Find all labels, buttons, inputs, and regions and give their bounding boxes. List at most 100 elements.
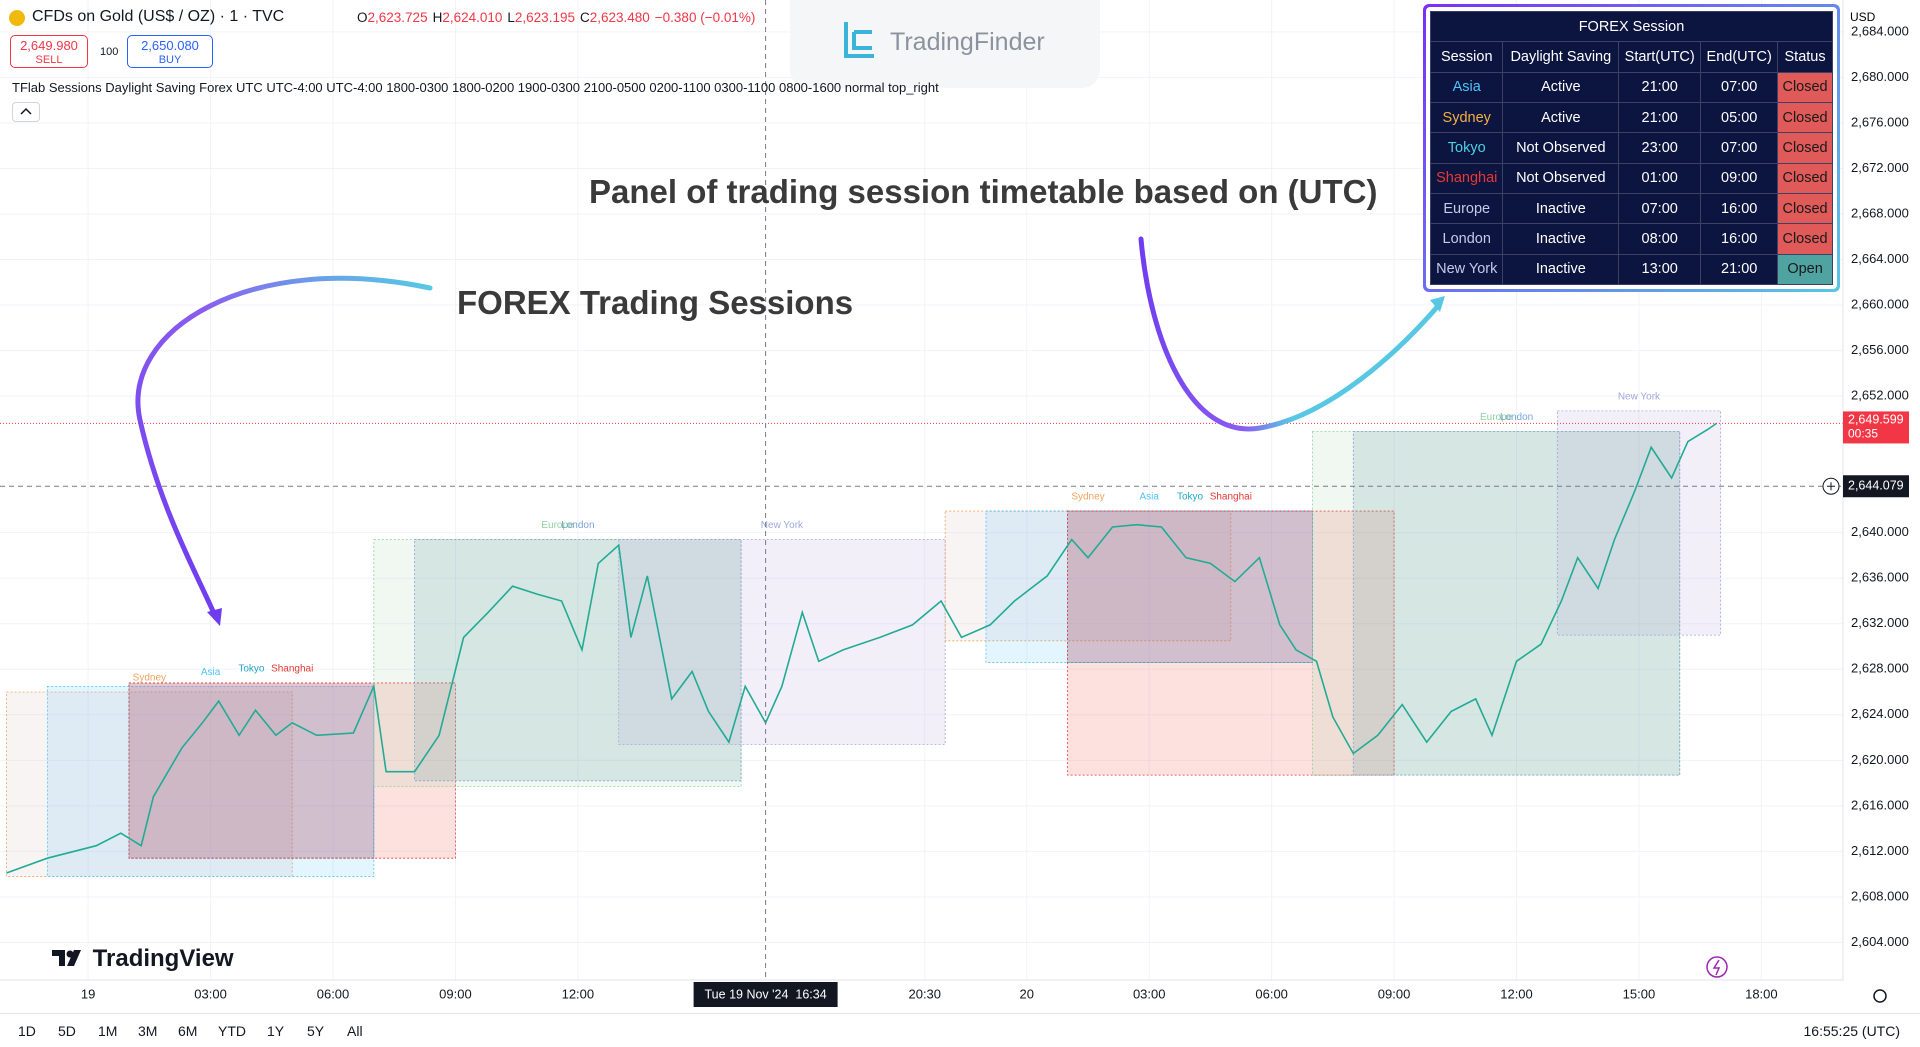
panel-title: FOREX Session (1430, 10, 1833, 43)
session-name: Europe (1429, 192, 1504, 225)
session-label: Asia (1139, 492, 1159, 503)
range-button[interactable]: 1Y (267, 1023, 285, 1039)
start-time: 07:00 (1618, 192, 1702, 225)
panel-header: Daylight Saving (1502, 41, 1620, 73)
ohlc-key: L (507, 10, 515, 25)
ohlc-key: O (357, 10, 368, 25)
range-button[interactable]: 6M (178, 1023, 198, 1039)
session-box (944, 510, 1232, 642)
logo-text: TradingView (92, 945, 234, 972)
axes: 2,604.000 2,608.000 2,612.000 2,616.000 2,62… (81, 23, 1909, 1007)
range-button[interactable]: 1D (18, 1023, 36, 1039)
settings-icon[interactable] (1873, 989, 1887, 1003)
crosshair-time-label: Tue 19 Nov '24 16:34 (705, 987, 827, 1001)
buy-price: 2,650.080 (141, 38, 199, 53)
session-box (414, 539, 742, 782)
y-tick-label: 2,652.000 (1851, 388, 1909, 403)
x-tick-label: 18:00 (1745, 986, 1778, 1001)
range-button[interactable]: 3M (138, 1023, 158, 1039)
x-tick-label: 20:30 (908, 986, 941, 1001)
session-label: Tokyo (1177, 492, 1204, 503)
panel-row: Sydney Active 21:00 05:00 Closed (1429, 101, 1833, 134)
session-table: FOREX Session Session Daylight Saving Start… (1429, 10, 1833, 286)
sell-button[interactable]: 2,649.980 SELL (10, 35, 88, 68)
symbol[interactable]: CFDs on Gold (US$ / OZ) · 1 · TVC (32, 8, 285, 25)
alert-icon[interactable] (1706, 956, 1728, 978)
indicator-legend[interactable]: TFlab Sessions Daylight Saving Forex UTC… (12, 80, 939, 95)
y-tick-label: 2,632.000 (1851, 615, 1909, 630)
daylight-saving: Active (1502, 101, 1620, 134)
session-box (1352, 430, 1681, 776)
status: Closed (1777, 162, 1833, 194)
logo-bottom: TradingView (52, 945, 234, 973)
panel-row: Tokyo Not Observed 23:00 07:00 Closed (1429, 132, 1833, 164)
session-label: New York (761, 520, 804, 531)
session-box (1067, 510, 1395, 776)
range-button[interactable]: All (347, 1023, 363, 1039)
x-tick-label: 12:00 (1500, 986, 1533, 1001)
end-time: 09:00 (1700, 162, 1779, 194)
x-tick-label: 09:00 (1378, 986, 1411, 1001)
x-tick-label: 06:00 (317, 986, 350, 1001)
ohlc-change: −0.380 (−0.01%) (654, 10, 756, 25)
ohlc-key: C (579, 10, 590, 25)
start-time: 23:00 (1618, 132, 1702, 164)
y-tick-label: 2,672.000 (1851, 160, 1909, 175)
session-panel-inner: FOREX Session Session Daylight Saving Start… (1426, 7, 1837, 289)
arrow (1138, 236, 1441, 432)
daylight-saving: Inactive (1502, 253, 1620, 286)
y-tick-label: 2,612.000 (1851, 843, 1909, 858)
session-label: Sydney (1071, 492, 1104, 503)
session-box (128, 682, 375, 859)
price-line (6, 422, 1717, 874)
status: Closed (1777, 223, 1833, 255)
range-button[interactable]: 5Y (307, 1023, 325, 1039)
daylight-saving: Not Observed (1502, 162, 1620, 194)
logo-icon (844, 22, 874, 58)
y-tick-label: 2,604.000 (1851, 934, 1909, 949)
end-time: 16:00 (1700, 223, 1779, 255)
range-button[interactable]: 5D (58, 1023, 76, 1039)
session-box (6, 691, 293, 877)
range-button[interactable]: 1M (98, 1023, 118, 1039)
panel-row: Shanghai Not Observed 01:00 09:00 Closed (1429, 162, 1833, 194)
panel-title-row: FOREX Session (1430, 10, 1833, 43)
collapse-button[interactable] (12, 102, 40, 122)
y-tick-label: 2,684.000 (1851, 23, 1909, 38)
range-button[interactable]: YTD (218, 1023, 246, 1039)
ohlc-value: 2,624.010 (442, 10, 503, 25)
y-tick-label: 2,616.000 (1851, 797, 1909, 812)
session-name: New York (1429, 253, 1504, 286)
x-tick-label: 03:00 (194, 986, 227, 1001)
status: Closed (1777, 192, 1833, 225)
last-price-box (1843, 411, 1909, 444)
panel-header: Status (1777, 41, 1833, 73)
session-box (985, 510, 1313, 663)
logo-text: TradingFinder (890, 28, 1045, 56)
panel-row: Europe Inactive 07:00 16:00 Closed (1429, 192, 1833, 225)
bottom-toolbar: 16:55:25 (UTC) 1D 5D 1M 3M 6M YTD 1Y 5Y All (0, 1013, 1920, 1047)
ohlc-value: 2,623.195 (514, 10, 575, 25)
panel-header: Session (1429, 41, 1504, 73)
y-tick-label: 2,656.000 (1851, 342, 1909, 357)
daylight-saving: Inactive (1502, 223, 1620, 255)
y-tick-label: 2,608.000 (1851, 888, 1909, 903)
last-price-label: 2,649.599 (1848, 413, 1904, 427)
arrowhead (207, 608, 222, 626)
end-time: 07:00 (1700, 132, 1779, 164)
y-tick-label: 2,620.000 (1851, 752, 1909, 767)
end-time: 07:00 (1700, 71, 1779, 103)
clock: 16:55:25 (UTC) (1803, 1023, 1900, 1039)
x-tick-label: 15:00 (1623, 986, 1656, 1001)
session-label: Shanghai (271, 664, 313, 675)
ohlc: O2,623.725 H2,624.010 L2,623.195 C2,623.480… (357, 10, 755, 25)
panel-header: Start(UTC) (1618, 41, 1702, 73)
panel-header: End(UTC) (1700, 41, 1779, 73)
buy-button[interactable]: 2,650.080 BUY (127, 35, 213, 68)
daylight-saving: Active (1502, 71, 1620, 103)
currency[interactable]: USD (1850, 10, 1876, 24)
session-name: Sydney (1429, 101, 1504, 134)
